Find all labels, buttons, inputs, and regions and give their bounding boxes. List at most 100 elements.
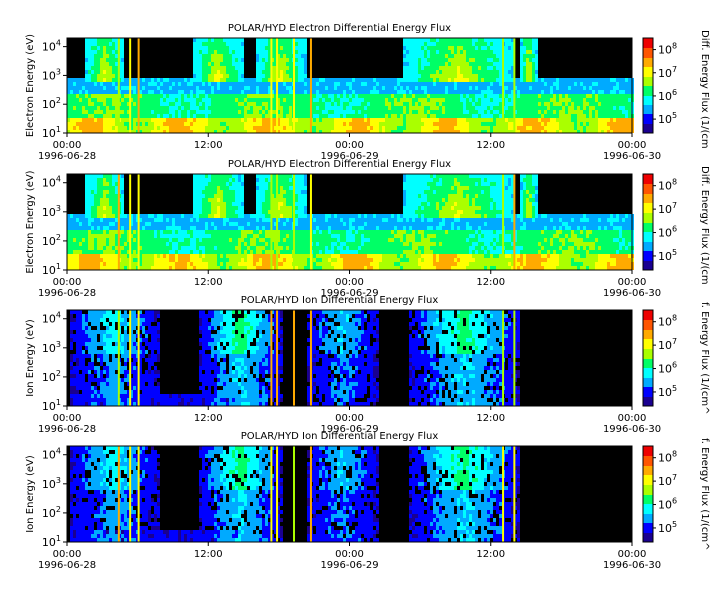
flux-cell bbox=[412, 106, 415, 110]
flux-cell bbox=[250, 238, 253, 242]
flux-cell bbox=[112, 266, 115, 270]
flux-cell bbox=[415, 110, 418, 114]
flux-cell bbox=[193, 226, 196, 230]
flux-cell bbox=[520, 106, 523, 110]
flux-cell bbox=[106, 222, 109, 226]
flux-cell bbox=[325, 94, 328, 98]
flux-cell bbox=[232, 202, 235, 206]
flux-cell bbox=[73, 214, 76, 218]
flux-cell bbox=[499, 58, 502, 62]
flux-cell bbox=[472, 130, 475, 133]
flux-cell bbox=[196, 54, 199, 58]
flux-cell bbox=[493, 86, 496, 90]
flux-cell bbox=[256, 226, 259, 230]
flux-cell bbox=[574, 98, 577, 102]
flux-cell bbox=[451, 130, 454, 133]
flux-cell bbox=[586, 130, 589, 133]
flux-cell bbox=[424, 46, 427, 50]
flux-cell bbox=[220, 226, 223, 230]
flux-cell bbox=[199, 250, 202, 254]
flux-cell bbox=[334, 130, 337, 133]
flux-cell bbox=[565, 106, 568, 110]
flux-cell bbox=[511, 38, 514, 42]
flux-cell bbox=[226, 222, 229, 226]
flux-cell bbox=[316, 82, 319, 86]
flux-cell bbox=[283, 74, 286, 78]
flux-cell bbox=[70, 214, 73, 218]
flux-cell bbox=[193, 246, 196, 250]
flux-cell bbox=[133, 122, 136, 126]
flux-cell bbox=[136, 234, 139, 238]
flux-cell bbox=[613, 94, 616, 98]
flux-cell bbox=[103, 126, 106, 130]
flux-cell bbox=[229, 182, 232, 186]
flux-cell bbox=[274, 62, 277, 66]
flux-cell bbox=[67, 114, 70, 118]
flux-cell bbox=[268, 230, 271, 234]
flux-cell bbox=[163, 94, 166, 98]
flux-cell bbox=[262, 98, 265, 102]
flux-cell bbox=[73, 90, 76, 94]
flux-cell bbox=[241, 194, 244, 198]
flux-cell bbox=[610, 110, 613, 114]
flux-cell bbox=[265, 214, 268, 218]
flux-cell bbox=[466, 98, 469, 102]
flux-cell bbox=[217, 198, 220, 202]
flux-cell bbox=[214, 266, 217, 270]
flux-cell bbox=[376, 122, 379, 126]
flux-cell bbox=[106, 78, 109, 82]
flux-cell bbox=[175, 78, 178, 82]
flux-cell bbox=[481, 118, 484, 122]
flux-cell bbox=[196, 210, 199, 214]
flux-cell bbox=[469, 82, 472, 86]
flux-cell bbox=[559, 86, 562, 90]
flux-cell bbox=[106, 98, 109, 102]
flux-cell bbox=[514, 98, 517, 102]
flux-cell bbox=[97, 194, 100, 198]
flux-cell bbox=[220, 218, 223, 222]
flux-cell bbox=[151, 98, 154, 102]
flux-cell bbox=[349, 90, 352, 94]
flux-cell bbox=[172, 106, 175, 110]
flux-cell bbox=[265, 262, 268, 266]
flux-cell bbox=[478, 118, 481, 122]
flux-cell bbox=[550, 102, 553, 106]
flux-cell bbox=[154, 126, 157, 130]
flux-cell bbox=[256, 206, 259, 210]
flux-cell bbox=[238, 106, 241, 110]
flux-cell bbox=[124, 130, 127, 133]
flux-cell bbox=[397, 90, 400, 94]
flux-cell bbox=[364, 82, 367, 86]
flux-cell bbox=[298, 98, 301, 102]
flux-cell bbox=[94, 82, 97, 86]
flux-cell bbox=[196, 174, 199, 178]
flux-cell bbox=[151, 234, 154, 238]
flux-cell bbox=[157, 94, 160, 98]
flux-cell bbox=[340, 106, 343, 110]
flux-cell bbox=[484, 58, 487, 62]
colorbar-step bbox=[643, 75, 653, 77]
flux-cell bbox=[496, 114, 499, 118]
flux-cell bbox=[208, 66, 211, 70]
flux-cell bbox=[154, 246, 157, 250]
flux-cell bbox=[154, 110, 157, 114]
flux-cell bbox=[619, 114, 622, 118]
flux-cell bbox=[268, 66, 271, 70]
flux-cell bbox=[121, 258, 124, 262]
flux-cell bbox=[250, 250, 253, 254]
flux-cell bbox=[334, 114, 337, 118]
flux-cell bbox=[304, 46, 307, 50]
flux-cell bbox=[208, 54, 211, 58]
flux-cell bbox=[214, 130, 217, 133]
flux-cell bbox=[466, 114, 469, 118]
flux-cell bbox=[235, 86, 238, 90]
colorbar-step bbox=[643, 127, 653, 129]
flux-cell bbox=[112, 226, 115, 230]
flux-cell bbox=[76, 130, 79, 133]
flux-cell bbox=[100, 54, 103, 58]
flux-cell bbox=[196, 82, 199, 86]
flux-cell bbox=[187, 98, 190, 102]
flux-cell bbox=[604, 90, 607, 94]
flux-cell bbox=[430, 62, 433, 66]
flux-cell bbox=[139, 78, 142, 82]
